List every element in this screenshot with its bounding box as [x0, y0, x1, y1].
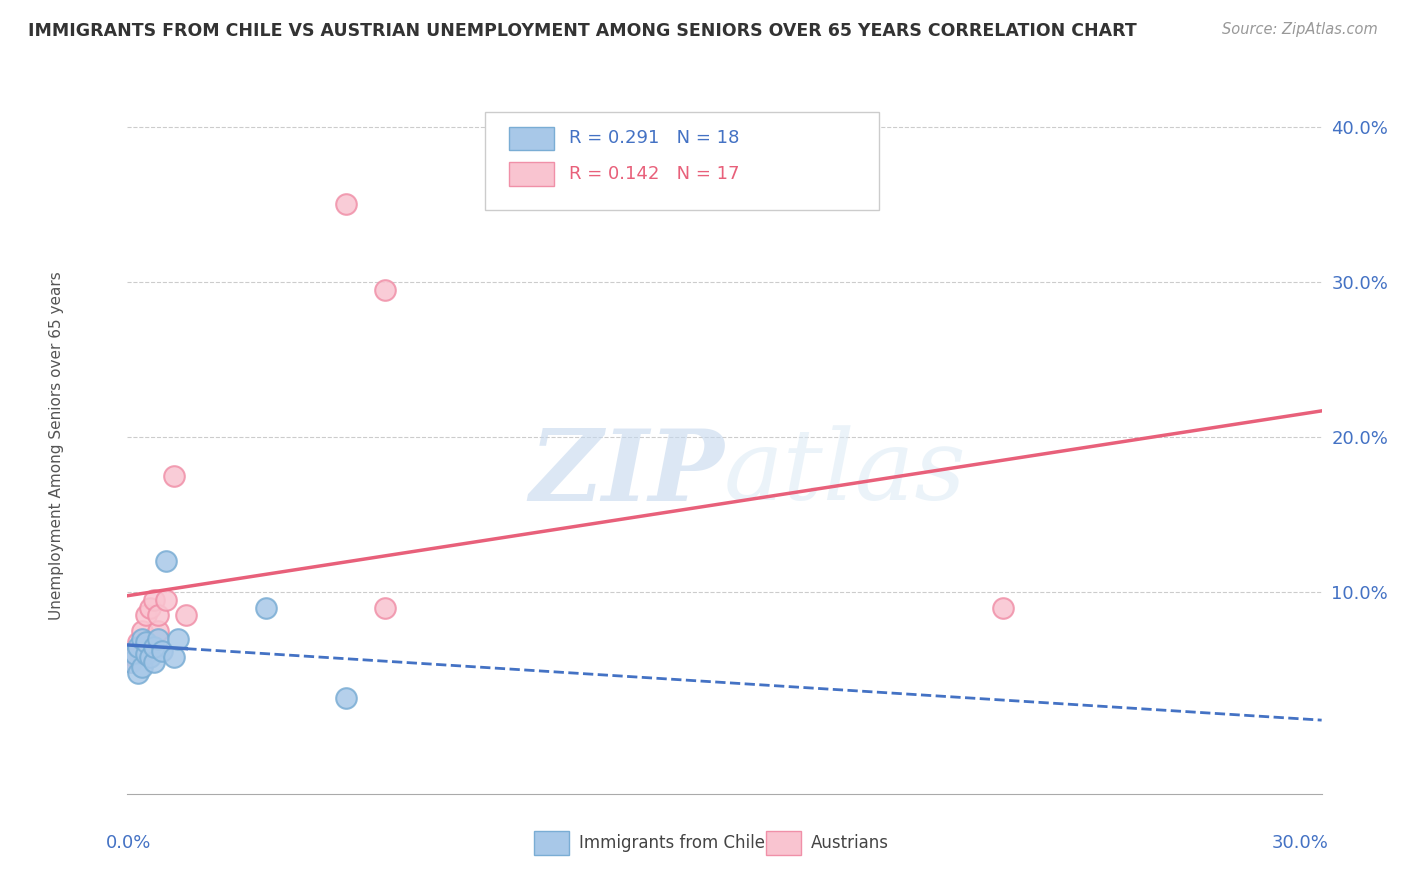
Text: Immigrants from Chile: Immigrants from Chile — [579, 834, 765, 852]
Point — [143, 640, 166, 654]
Text: 30.0%: 30.0% — [1272, 834, 1329, 852]
Point — [991, 600, 1014, 615]
Point — [335, 690, 357, 705]
Point — [143, 593, 166, 607]
Point — [163, 650, 186, 665]
Text: atlas: atlas — [724, 425, 967, 520]
Point — [131, 632, 153, 646]
Text: R = 0.142   N = 17: R = 0.142 N = 17 — [569, 165, 740, 183]
Point — [254, 600, 277, 615]
Point — [139, 650, 162, 665]
Text: Austrians: Austrians — [811, 834, 889, 852]
Point — [374, 283, 396, 297]
Text: R = 0.291   N = 18: R = 0.291 N = 18 — [569, 129, 740, 147]
Point — [124, 650, 146, 665]
Text: IMMIGRANTS FROM CHILE VS AUSTRIAN UNEMPLOYMENT AMONG SENIORS OVER 65 YEARS CORRE: IMMIGRANTS FROM CHILE VS AUSTRIAN UNEMPL… — [28, 22, 1137, 40]
Point — [167, 632, 190, 646]
Point — [148, 608, 170, 623]
Point — [155, 554, 177, 568]
Text: Unemployment Among Seniors over 65 years: Unemployment Among Seniors over 65 years — [49, 272, 63, 620]
Point — [131, 624, 153, 638]
Point — [148, 624, 170, 638]
Point — [135, 635, 157, 649]
Point — [135, 640, 157, 654]
Point — [374, 600, 396, 615]
Point — [135, 608, 157, 623]
Point — [155, 593, 177, 607]
Point — [335, 197, 357, 211]
Point — [120, 655, 142, 669]
Point — [131, 647, 153, 661]
Point — [143, 655, 166, 669]
Point — [148, 632, 170, 646]
Text: ZIP: ZIP — [529, 425, 724, 521]
Point — [127, 665, 149, 680]
Point — [139, 600, 162, 615]
Point — [135, 647, 157, 661]
Point — [131, 659, 153, 673]
Point — [127, 640, 149, 654]
Point — [120, 655, 142, 669]
Text: 0.0%: 0.0% — [105, 834, 150, 852]
Point — [150, 644, 174, 658]
Point — [174, 608, 197, 623]
Point — [124, 647, 146, 661]
Point — [127, 635, 149, 649]
Text: Source: ZipAtlas.com: Source: ZipAtlas.com — [1222, 22, 1378, 37]
Point — [163, 468, 186, 483]
Point — [127, 644, 149, 658]
